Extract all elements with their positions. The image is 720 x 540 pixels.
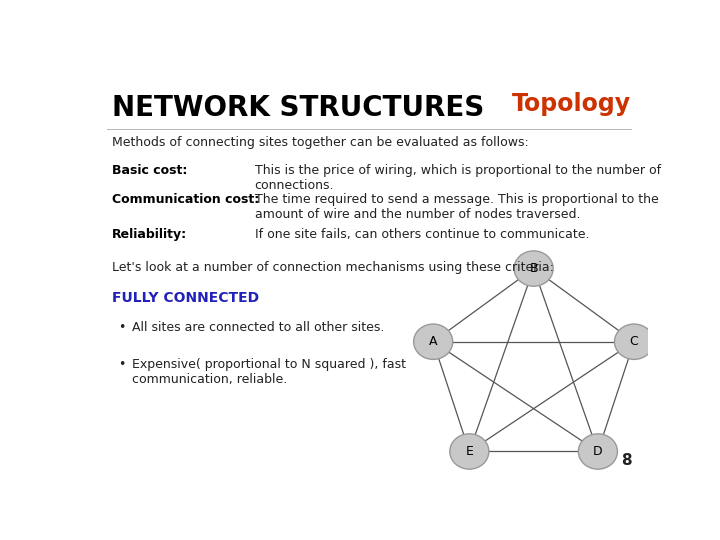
Ellipse shape [514,251,553,286]
Text: Reliability:: Reliability: [112,228,187,241]
Text: All sites are connected to all other sites.: All sites are connected to all other sit… [132,321,384,334]
Text: •: • [118,358,125,371]
Ellipse shape [413,324,453,360]
Text: Let's look at a number of connection mechanisms using these criteria:: Let's look at a number of connection mec… [112,261,554,274]
Ellipse shape [578,434,618,469]
Text: D: D [593,445,603,458]
Text: •: • [118,321,125,334]
Text: Topology: Topology [512,92,631,116]
Text: FULLY CONNECTED: FULLY CONNECTED [112,292,259,306]
Text: 8: 8 [621,453,631,468]
Text: This is the price of wiring, which is proportional to the number of
connections.: This is the price of wiring, which is pr… [255,164,661,192]
Text: If one site fails, can others continue to communicate.: If one site fails, can others continue t… [255,228,589,241]
Text: B: B [529,262,538,275]
Ellipse shape [615,324,654,360]
Ellipse shape [450,434,489,469]
Text: Methods of connecting sites together can be evaluated as follows:: Methods of connecting sites together can… [112,136,529,150]
Text: A: A [429,335,438,348]
Text: Basic cost:: Basic cost: [112,164,188,177]
Text: The time required to send a message. This is proportional to the
amount of wire : The time required to send a message. Thi… [255,193,658,221]
Text: C: C [630,335,639,348]
Text: Communication cost:: Communication cost: [112,193,260,206]
Text: E: E [465,445,473,458]
Text: Expensive( proportional to N squared ), fast
communication, reliable.: Expensive( proportional to N squared ), … [132,358,406,386]
Text: NETWORK STRUCTURES: NETWORK STRUCTURES [112,94,485,123]
